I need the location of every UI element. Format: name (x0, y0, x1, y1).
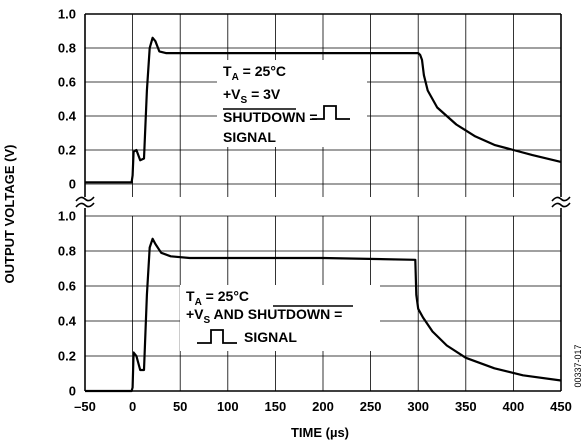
axis-break-right-0 (551, 196, 571, 202)
x-tick-label: 200 (312, 399, 334, 414)
figure-id: 00337-017 (573, 344, 583, 387)
panel0-series-0-line (85, 36, 562, 184)
panel0-y-tick-label: 0 (69, 177, 76, 192)
bottom-anno-line1: TA = 25°C (186, 288, 249, 308)
top-panel-annotation: TA = 25°C +VS = 3V SHUTDOWN = SIGNAL (217, 60, 367, 147)
top-annotation-bg (217, 60, 367, 147)
axis-break-left-1 (75, 202, 95, 208)
x-tick-label: 450 (550, 399, 572, 414)
top-pulse-symbol (312, 105, 350, 120)
frame-layer (75, 13, 571, 392)
curve-layer (85, 36, 562, 393)
panel1-y-tick-label: 1.0 (58, 209, 76, 224)
x-tick-label: 50 (173, 399, 187, 414)
bottom-annotation-bg (180, 285, 380, 351)
axis-break-left-0 (75, 196, 95, 202)
x-tick-label: 0 (129, 399, 136, 414)
bottom-panel-annotation: TA = 25°C +VS AND SHUTDOWN = SIGNAL (180, 285, 380, 351)
panel1-y-tick-label: 0.2 (58, 349, 76, 364)
panel1-y-tick-label: 0.8 (58, 244, 76, 259)
panel0-y-tick-label: 0.4 (58, 109, 77, 124)
label-layer: 1.00.80.60.40.201.00.80.60.40.20–50 0 50 10… (58, 7, 572, 415)
panel1-y-tick-label: 0 (69, 384, 76, 399)
top-anno-line3: SHUTDOWN = (223, 109, 318, 125)
grid-layer (85, 14, 561, 391)
x-tick-label: –50 (74, 399, 96, 414)
panel1-y-tick-label: 0.4 (58, 314, 77, 329)
panel0-y-tick-label: 0.8 (58, 41, 76, 56)
panel0-y-tick-label: 1.0 (58, 7, 76, 22)
axis-break-right-1 (551, 202, 571, 208)
x-tick-label: 400 (503, 399, 525, 414)
y-axis-label: OUTPUT VOLTAGE (V) (2, 145, 17, 284)
bottom-anno-line3: SIGNAL (244, 329, 297, 345)
top-anno-line2: +VS = 3V (223, 86, 281, 106)
x-tick-label: 350 (455, 399, 477, 414)
x-tick-label: 250 (360, 399, 382, 414)
x-tick-label: 300 (407, 399, 429, 414)
panel1-y-tick-label: 0.6 (58, 279, 76, 294)
panel1-series-0-line (85, 237, 562, 393)
panel0-y-tick-label: 0.2 (58, 143, 76, 158)
x-tick-label: 150 (265, 399, 287, 414)
x-axis-label: TIME (µs) (291, 425, 349, 440)
bottom-anno-line2: +VS AND SHUTDOWN = (186, 306, 342, 326)
bottom-pulse-symbol (197, 329, 237, 344)
panel0-y-tick-label: 0.6 (58, 75, 76, 90)
top-anno-line1: TA = 25°C (223, 63, 286, 83)
top-anno-line4: SIGNAL (223, 129, 276, 145)
x-tick-label: 100 (217, 399, 239, 414)
